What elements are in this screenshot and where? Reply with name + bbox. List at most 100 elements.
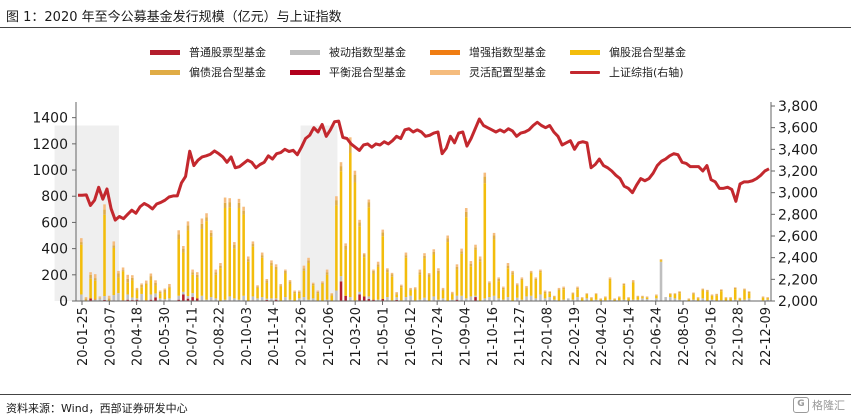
bar-segment-eqmix	[256, 287, 259, 299]
bar-segment-flexible	[696, 297, 700, 298]
bar-segment-bondmix	[613, 299, 616, 300]
bar-segment-equity	[177, 299, 180, 301]
bar-segment-index	[488, 297, 491, 301]
x-axis-tick-label: 22-02-19	[568, 307, 583, 366]
bar-segment-flexible	[367, 199, 371, 203]
bar-segment-bondmix	[515, 284, 519, 286]
bar-segment-index	[655, 298, 658, 301]
bar-segment-flexible	[659, 259, 663, 260]
bar-segment-eqmix	[168, 287, 171, 299]
bar-segment-bondmix	[168, 286, 171, 288]
bar-segment-flexible	[325, 269, 329, 273]
x-axis-tick-label: 20-01-25	[76, 307, 91, 366]
bar-segment-index	[103, 296, 106, 300]
bar-segment-flexible	[618, 296, 621, 298]
bar-segment-index	[131, 297, 134, 301]
bar-segment-flexible	[631, 280, 635, 282]
bar-segment-flexible	[307, 257, 310, 261]
bar-segment-index	[302, 297, 306, 301]
bar-segment-eqmix	[325, 274, 329, 300]
bar-segment-bondmix	[251, 244, 255, 247]
bar-segment-bondmix	[659, 259, 663, 261]
bar-segment-bondmix	[404, 255, 408, 258]
bar-segment-eqmix	[279, 286, 283, 301]
bar-segment-index	[242, 295, 245, 301]
bar-segment-index	[492, 295, 496, 301]
bar-segment-equity	[149, 299, 153, 301]
bar-segment-bondmix	[353, 174, 357, 183]
bar-segment-flexible	[553, 295, 556, 297]
bar-segment-flexible	[386, 268, 389, 270]
left-axis-tick-label: 0	[59, 294, 68, 310]
bar-segment-flexible	[274, 264, 278, 267]
bar-segment-bondmix	[200, 223, 204, 229]
bar-segment-bondmix	[140, 284, 143, 288]
bar-segment-bondmix	[390, 274, 394, 277]
bar-segment-eqmix	[367, 207, 371, 297]
bar-segment-index	[117, 293, 120, 301]
bar-segment-eqmix	[576, 289, 579, 298]
bar-segment-index	[251, 296, 255, 301]
bar-segment-index	[209, 297, 213, 301]
bar-segment-flexible	[251, 241, 255, 245]
bar-segment-flexible	[738, 297, 742, 299]
bar-segment-index	[539, 294, 542, 301]
bar-segment-bondmix	[270, 263, 273, 266]
shaded-period	[54, 125, 92, 302]
bar-segment-eqmix	[339, 171, 343, 277]
bar-segment-bondmix	[720, 289, 723, 292]
bar-segment-equity	[474, 297, 477, 301]
bar-segment-eqmix	[585, 294, 589, 299]
bar-segment-flexible	[464, 208, 468, 212]
bar-segment-flexible	[692, 292, 695, 294]
bar-segment-index	[515, 297, 519, 301]
bar-segment-eqmix	[80, 244, 83, 295]
bar-segment-eqmix	[687, 299, 691, 301]
bar-segment-bondmix	[539, 270, 542, 273]
bar-segment-index	[451, 299, 454, 301]
bar-segment-eqmix	[200, 228, 204, 296]
bar-segment-eqmix	[534, 280, 538, 299]
bar-segment-flexible	[701, 288, 705, 290]
bar-segment-flexible	[571, 292, 575, 294]
bar-segment-index	[177, 295, 180, 300]
bar-segment-bondmix	[641, 296, 644, 298]
bar-segment-index	[339, 276, 343, 282]
bar-segment-flexible	[214, 269, 218, 273]
bar-segment-bondmix	[557, 289, 561, 291]
bar-segment-bondmix	[158, 291, 162, 294]
bar-segment-bondmix	[502, 287, 505, 290]
bar-segment-equity	[455, 299, 459, 301]
bar-segment-index	[543, 298, 547, 301]
bar-segment-flexible	[191, 269, 194, 273]
bar-segment-bondmix	[553, 296, 556, 298]
bar-segment-index	[404, 297, 408, 301]
bar-segment-flexible	[117, 270, 120, 274]
x-axis-tick-label: 20-03-07	[103, 307, 118, 366]
bar-segment-index	[576, 297, 579, 301]
x-axis-tick-label: 22-08-05	[677, 307, 692, 366]
x-axis-tick-label: 21-09-04	[458, 307, 473, 366]
bar-segment-flexible	[539, 269, 542, 271]
bar-segment-bondmix	[562, 287, 565, 290]
bar-segment-flexible	[246, 256, 250, 260]
bar-segment-eqmix	[710, 295, 714, 300]
bar-segment-bondmix	[362, 254, 366, 258]
bar-segment-bondmix	[511, 272, 514, 275]
bar-segment-eqmix	[154, 285, 157, 294]
bar-segment-eqmix	[191, 274, 194, 294]
bar-segment-eqmix	[580, 298, 584, 301]
right-axis-tick-label: 3,200	[778, 164, 818, 180]
bar-segment-bondmix	[761, 297, 765, 298]
bar-segment-index	[636, 299, 640, 301]
bar-segment-flexible	[543, 290, 547, 292]
bar-segment-flexible	[733, 287, 737, 288]
bar-segment-bondmix	[738, 298, 742, 300]
bar-segment-flexible	[344, 243, 347, 246]
bar-segment-eqmix	[219, 268, 222, 301]
bar-segment-bondmix	[205, 217, 208, 222]
bar-segment-bondmix	[131, 277, 134, 281]
bar-segment-bondmix	[580, 297, 584, 299]
legend-label: 偏股混合型基金	[609, 46, 686, 59]
bar-segment-bondmix	[729, 297, 732, 299]
